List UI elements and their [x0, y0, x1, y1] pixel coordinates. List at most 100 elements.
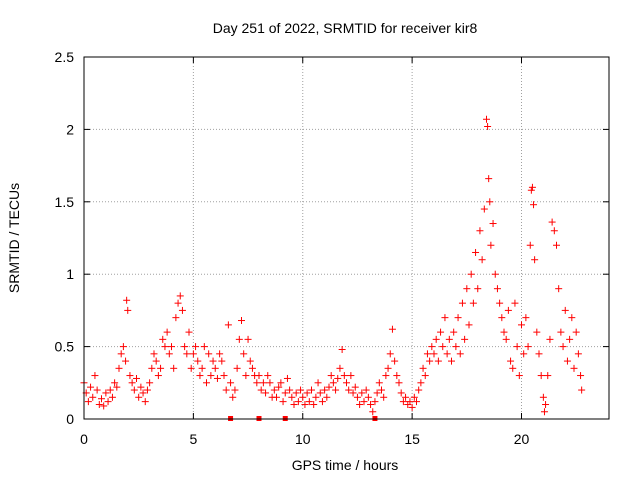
data-point	[577, 372, 585, 380]
data-point	[434, 357, 442, 365]
data-point	[154, 372, 162, 380]
data-point	[183, 350, 191, 358]
data-point	[91, 372, 99, 380]
data-point	[535, 350, 543, 358]
data-point	[559, 343, 567, 351]
data-point	[130, 386, 138, 394]
data-point	[100, 402, 108, 410]
data-point	[316, 389, 324, 397]
data-point	[340, 372, 348, 380]
data-point	[301, 401, 309, 409]
x-tick-label: 15	[404, 431, 420, 447]
data-point	[373, 389, 381, 397]
data-point	[224, 321, 232, 329]
data-point	[200, 343, 208, 351]
data-point	[524, 343, 532, 351]
data-point	[336, 364, 344, 372]
data-point	[305, 398, 313, 406]
data-point	[511, 299, 519, 307]
data-point	[98, 395, 105, 403]
data-point	[87, 383, 95, 391]
data-point	[176, 292, 184, 300]
data-point	[299, 393, 307, 401]
data-point	[288, 393, 296, 401]
data-point	[395, 379, 403, 387]
data-point	[533, 328, 541, 336]
data-point	[367, 401, 375, 409]
data-point	[450, 328, 458, 336]
data-point	[502, 335, 510, 343]
data-point	[211, 364, 219, 372]
data-point	[172, 314, 180, 322]
data-point	[128, 379, 136, 387]
data-point	[480, 205, 488, 213]
data-point	[555, 285, 563, 293]
chart-title: Day 251 of 2022, SRMTID for receiver kir…	[213, 20, 478, 36]
data-point	[419, 364, 427, 372]
data-point	[421, 372, 429, 380]
data-point	[454, 314, 462, 322]
data-point	[327, 372, 335, 380]
data-point	[430, 350, 438, 358]
data-point	[369, 408, 377, 416]
data-point	[410, 393, 418, 401]
data-point	[570, 364, 578, 372]
data-point	[161, 343, 169, 351]
data-point	[530, 201, 538, 209]
data-point	[472, 248, 480, 256]
data-point	[458, 299, 466, 307]
data-point	[185, 328, 193, 336]
x-tick-label: 5	[189, 431, 197, 447]
x-axis: 0 5 10 15 20	[80, 57, 529, 447]
data-point	[345, 386, 353, 394]
data-point	[84, 398, 92, 406]
grid	[84, 57, 609, 419]
data-point	[303, 389, 311, 397]
data-point	[168, 343, 175, 351]
data-point	[439, 343, 447, 351]
data-point	[360, 398, 368, 406]
data-point	[270, 386, 278, 394]
data-point	[406, 398, 414, 406]
data-point	[467, 270, 475, 278]
data-point	[325, 383, 333, 391]
y-axis: 0 0.5 1 1.5 2 2.5	[55, 49, 609, 427]
data-point	[329, 379, 337, 387]
y-tick-label: 2.5	[55, 49, 75, 65]
data-point	[194, 357, 202, 365]
data-point	[102, 389, 110, 397]
data-point	[399, 398, 407, 406]
data-point	[163, 328, 171, 336]
x-axis-title: GPS time / hours	[292, 457, 399, 473]
data-point	[310, 401, 318, 409]
data-point	[463, 285, 471, 293]
data-point	[437, 328, 445, 336]
data-point	[139, 389, 147, 397]
data-point	[423, 350, 431, 358]
data-point	[290, 401, 298, 409]
data-point	[312, 393, 320, 401]
data-point	[244, 335, 252, 343]
data-point	[248, 364, 256, 372]
data-point	[123, 296, 131, 304]
data-point	[486, 198, 494, 206]
data-point	[448, 357, 455, 365]
data-point	[334, 374, 342, 382]
data-point	[238, 317, 245, 325]
data-point	[484, 123, 492, 131]
data-point	[343, 379, 350, 387]
data-point	[393, 372, 401, 380]
x-tick-label: 10	[295, 431, 311, 447]
data-point	[441, 314, 449, 322]
data-point	[275, 383, 283, 391]
data-point	[297, 386, 305, 394]
data-point	[527, 186, 535, 194]
data-point	[491, 270, 499, 278]
data-point	[242, 372, 250, 380]
data-point	[578, 386, 586, 394]
data-point	[207, 372, 215, 380]
data-point	[218, 357, 226, 365]
data-point	[456, 350, 464, 358]
data-point	[266, 379, 274, 387]
